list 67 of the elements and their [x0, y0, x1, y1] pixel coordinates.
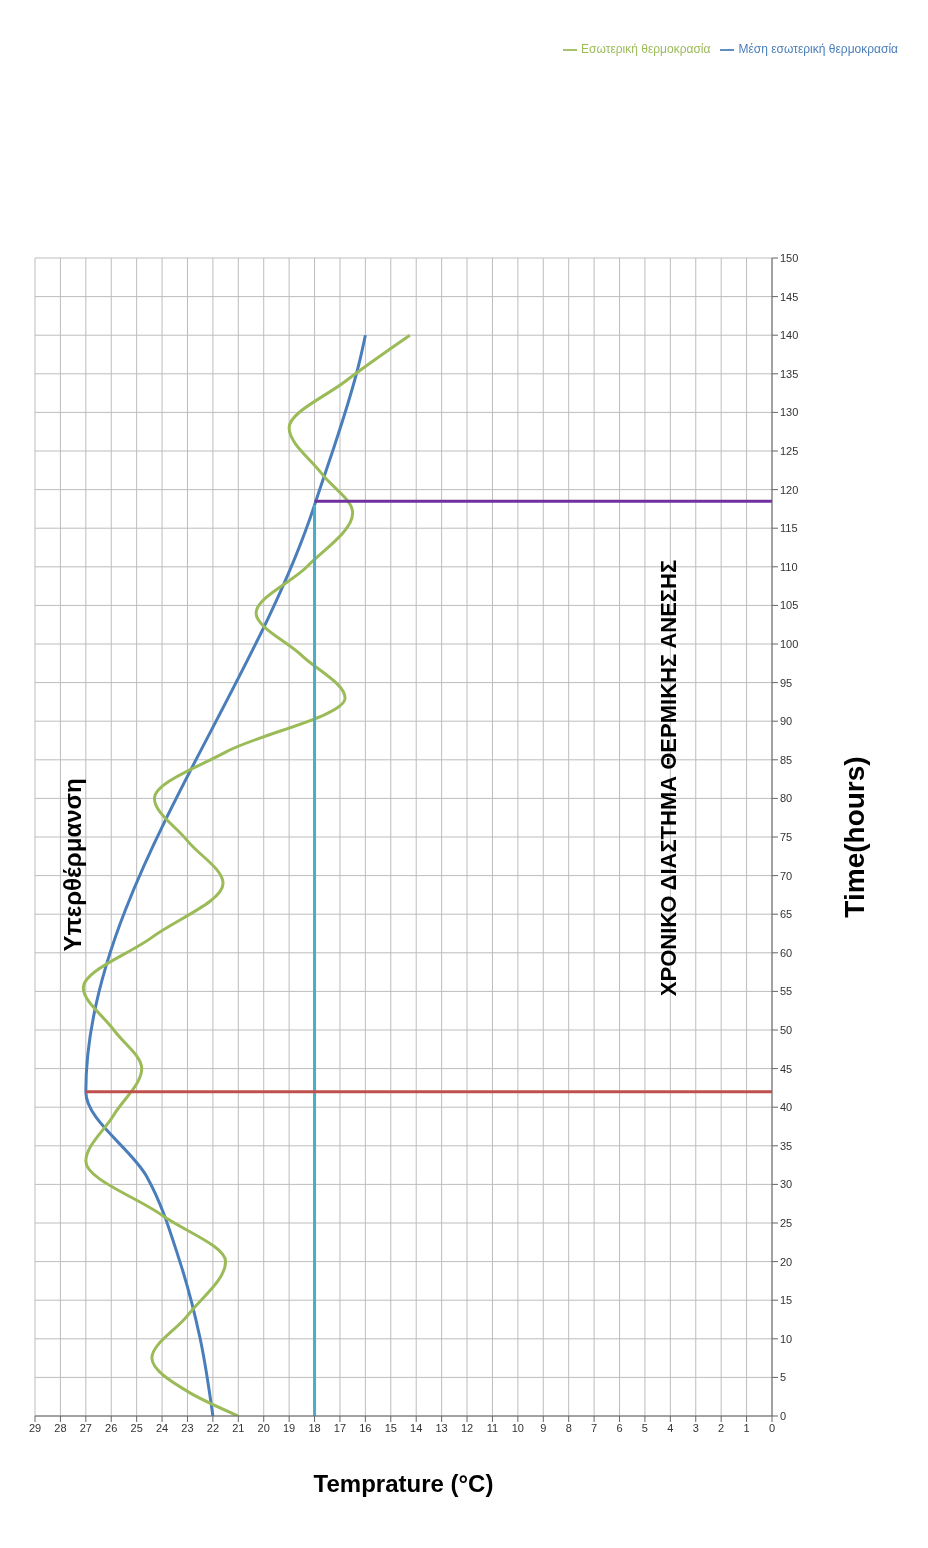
y-tick-label: 125: [780, 444, 799, 457]
annotation: Υπερθέρμανση: [59, 778, 87, 952]
y-tick-label: 50: [780, 1023, 793, 1036]
y-tick-label: 100: [780, 637, 799, 650]
x-tick-label: 13: [435, 1421, 448, 1434]
y-tick-label: 150: [780, 251, 799, 264]
x-tick-label: 29: [28, 1421, 42, 1434]
x-tick-label: 17: [333, 1421, 347, 1434]
x-tick-label: 9: [540, 1421, 547, 1434]
y-tick-label: 35: [780, 1139, 793, 1152]
x-tick-label: 2: [718, 1421, 725, 1434]
x-tick-label: 6: [616, 1421, 623, 1434]
y-tick-label: 65: [780, 908, 793, 921]
y-tick-label: 30: [780, 1178, 793, 1191]
x-tick-label: 22: [206, 1421, 220, 1434]
x-tick-label: 10: [511, 1421, 524, 1434]
y-tick-label: 0: [780, 1409, 787, 1422]
y-tick-label: 130: [780, 406, 799, 419]
x-tick-label: 27: [79, 1421, 92, 1434]
x-tick-label: 0: [768, 1421, 776, 1434]
x-tick-label: 14: [410, 1421, 423, 1434]
y-tick-label: 10: [780, 1332, 793, 1345]
x-tick-label: 19: [283, 1421, 296, 1434]
y-tick-label: 70: [780, 869, 793, 882]
annotation: ΧΡΟΝΙΚΟ ΔΙΑΣΤΗΜΑ ΘΕΡΜΙΚΗΣ ΑΝΕΣΗΣ: [655, 559, 681, 997]
x-tick-label: 7: [591, 1421, 598, 1434]
x-tick-label: 28: [54, 1421, 67, 1434]
x-tick-label: 16: [359, 1421, 372, 1434]
y-tick-label: 40: [780, 1101, 793, 1114]
y-tick-label: 85: [780, 753, 793, 766]
x-tick-label: 26: [105, 1421, 118, 1434]
x-tick-label: 5: [641, 1421, 648, 1434]
x-tick-label: 8: [565, 1421, 572, 1434]
y-tick-label: 120: [780, 483, 799, 496]
y-tick-label: 20: [780, 1255, 793, 1268]
y-tick-label: 115: [780, 522, 798, 535]
y-tick-label: 55: [780, 985, 793, 998]
x-tick-label: 21: [232, 1421, 245, 1434]
y-tick-label: 75: [780, 830, 793, 843]
legend-label: Μέση εσωτερική θερμοκρασία: [738, 42, 898, 56]
y-tick-label: 105: [780, 599, 799, 612]
x-tick-label: 15: [384, 1421, 397, 1434]
x-tick-label: 12: [460, 1421, 474, 1434]
x-tick-label: 1: [743, 1421, 750, 1434]
y-tick-label: 25: [780, 1216, 793, 1229]
y-tick-label: 15: [780, 1294, 793, 1307]
x-tick-label: 3: [692, 1421, 699, 1434]
x-tick-label: 25: [130, 1421, 143, 1434]
y-tick-label: 45: [780, 1062, 793, 1075]
y-tick-label: 135: [780, 367, 799, 380]
y-tick-label: 110: [780, 560, 798, 573]
x-tick-label: 24: [155, 1421, 169, 1434]
y-tick-label: 95: [780, 676, 793, 689]
x-tick-label: 18: [308, 1421, 321, 1434]
y-tick-label: 140: [780, 329, 799, 342]
x-tick-label: 4: [667, 1421, 674, 1434]
y-tick-label: 145: [780, 290, 799, 303]
y-axis-title: Time(hours): [838, 756, 870, 918]
x-tick-label: 20: [257, 1421, 270, 1434]
y-tick-label: 5: [780, 1371, 787, 1384]
y-tick-label: 90: [780, 715, 793, 728]
x-axis-title: Temprature (°C): [313, 1470, 494, 1497]
x-tick-label: 23: [181, 1421, 194, 1434]
x-tick-label: 11: [486, 1421, 499, 1434]
legend-label: Εσωτερική θερμοκρασία: [581, 42, 711, 56]
y-tick-label: 80: [780, 792, 793, 805]
y-tick-label: 60: [780, 946, 793, 959]
